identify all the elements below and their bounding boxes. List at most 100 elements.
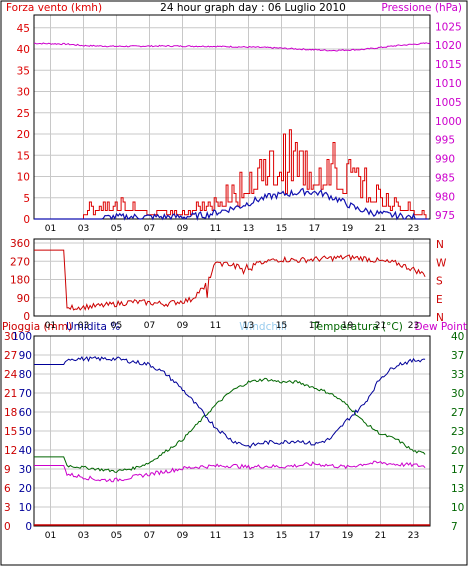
p3-y-hum-tick: 60 [19,407,32,419]
p2-y-right-label: N [436,239,444,251]
p3-x-tick: 01 [45,531,56,541]
p3-x-tick: 03 [78,531,89,541]
p1-y-right-tick: 1010 [435,78,462,90]
p3-y-hum-tick: 30 [19,464,32,476]
p1-y-right-tick: 1005 [435,97,462,109]
p2-x-tick: 07 [144,321,155,331]
p3-y-rain-tick: 0 [4,521,11,533]
dewpoint-series [34,460,426,483]
p1-x-tick: 07 [144,224,155,234]
p2-y-left-tick: 0 [23,311,30,323]
p3-y-hum-tick: 20 [19,483,32,495]
p1-x-tick: 21 [375,224,386,234]
p1-x-tick: 03 [78,224,89,234]
p3-frame [33,335,431,527]
p3-y-right-tick: 30 [451,388,464,400]
p1-y-right-tick: 1025 [435,21,462,33]
humidity-series [34,356,426,449]
p1-frame [33,14,431,220]
p3-x-tick: 13 [243,531,254,541]
p2-y-right-label: N [436,312,444,324]
p2-x-tick: 21 [375,321,386,331]
p3-y-hum-tick: 10 [19,502,32,514]
p3-y-rain-tick: 3 [4,502,11,514]
p3-y-right-tick: 13 [451,483,464,495]
p3-y-right-tick: 7 [451,521,458,533]
p3-x-tick: 15 [276,531,287,541]
legend-dewpoint: Dew Point [414,321,467,333]
p1-x-tick: 15 [276,224,287,234]
p2-x-tick: 17 [309,321,320,331]
wind-direction-series [34,249,426,311]
p1-x-tick: 13 [243,224,254,234]
p1-y-left-tick: 15 [17,150,30,162]
p3-y-hum-tick: 40 [19,445,32,457]
p1-x-tick: 17 [309,224,320,234]
p3-x-tick: 23 [408,531,419,541]
rain-axis-title: Pioggia (mm) [2,321,72,333]
p3-x-tick: 19 [342,531,354,541]
p1-y-right-tick: 995 [435,135,455,147]
p2-x-tick: 23 [408,321,419,331]
p3-y-right-tick: 10 [451,502,464,514]
p3-y-right-tick: 37 [451,350,464,362]
p1-x-tick: 19 [342,224,354,234]
pressure-axis-title: Pressione (hPa) [381,2,462,14]
p1-y-right-tick: 1000 [435,116,462,128]
legend-humidity: Umidita % [66,321,120,333]
p2-x-tick: 05 [111,321,122,331]
p3-y-right-tick: 40 [451,331,464,343]
p3-y-right-tick: 27 [451,407,464,419]
p3-y-rain-tick: 24 [4,369,18,381]
p2-y-right-label: W [436,257,447,269]
p1-y-left-tick: 5 [23,193,30,205]
p1-x-tick: 11 [210,224,221,234]
p2-y-right-label: E [436,294,443,306]
p3-y-right-tick: 17 [451,464,464,476]
p3-y-hum-tick: 70 [19,388,32,400]
p3-y-right-tick: 23 [451,426,464,438]
p1-y-left-tick: 10 [17,172,30,184]
p3-y-rain-tick: 18 [4,407,17,419]
p3-x-tick: 21 [375,531,386,541]
p2-x-tick: 19 [342,321,354,331]
p1-y-left-tick: 20 [17,129,30,141]
p2-x-tick: 15 [276,321,287,331]
p3-x-tick: 05 [111,531,122,541]
p2-y-left-tick: 180 [10,275,30,287]
p3-y-rain-tick: 27 [4,350,17,362]
graph-title: 24 hour graph day : 06 Luglio 2010 [160,2,346,14]
p3-y-right-tick: 20 [451,445,464,457]
p1-y-left-tick: 0 [23,214,30,226]
p3-y-rain-tick: 21 [4,388,17,400]
p1-y-left-tick: 45 [17,23,30,35]
p3-y-right-tick: 33 [451,369,464,381]
p1-y-right-tick: 985 [435,172,455,184]
p2-frame [33,238,431,317]
wind-pressure-panel: 0510152025303540459759809859909951000100… [17,14,462,234]
p2-x-tick: 11 [210,321,221,331]
p1-x-tick: 09 [177,224,189,234]
p2-x-tick: 13 [243,321,254,331]
p3-y-rain-tick: 9 [4,464,11,476]
p1-y-right-tick: 1015 [435,59,462,71]
p3-y-hum-tick: 0 [25,521,32,533]
p1-y-left-tick: 40 [17,44,30,56]
legend-windchill: Windchill [239,321,287,333]
temperature-series [34,377,426,473]
wind-average-series [34,187,429,221]
p2-x-tick: 09 [177,321,189,331]
p2-y-right-label: S [436,276,443,288]
p3-x-tick: 11 [210,531,221,541]
p1-y-left-tick: 25 [17,108,30,120]
p1-x-tick: 01 [45,224,56,234]
legend-temperature: Temperatura (°C) [311,321,403,333]
p2-x-tick: 03 [78,321,89,331]
p1-y-right-tick: 1020 [435,40,462,52]
p3-x-tick: 17 [309,531,320,541]
